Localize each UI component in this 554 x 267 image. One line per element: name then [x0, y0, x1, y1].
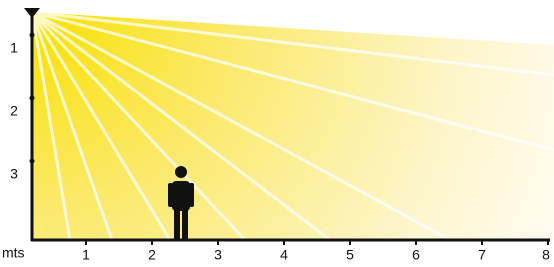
horizontal-label: 5: [346, 247, 354, 263]
unit-label: mts: [2, 245, 25, 261]
horizontal-label: 4: [280, 247, 288, 263]
vertical-label: 3: [10, 166, 18, 182]
vertical-label: 2: [10, 103, 18, 119]
axis-dot: [30, 96, 35, 101]
light-diagram: 1 2 3 1 2 3 4 5 6 7 8 mts: [0, 0, 554, 267]
light-beam: [32, 12, 554, 240]
horizontal-label: 3: [214, 247, 222, 263]
page: 123 12345678 mts (() => { const data = J…: [0, 0, 554, 267]
horizontal-label: 1: [82, 247, 90, 263]
horizontal-label: 7: [478, 247, 486, 263]
horizontal-axis-labels: 1 2 3 4 5 6 7 8: [82, 240, 550, 263]
axis-dot: [30, 33, 35, 38]
axis-dot: [30, 159, 35, 164]
horizontal-label: 2: [148, 247, 156, 263]
horizontal-label: 6: [412, 247, 420, 263]
vertical-label: 1: [10, 40, 18, 56]
horizontal-label: 8: [542, 247, 550, 263]
